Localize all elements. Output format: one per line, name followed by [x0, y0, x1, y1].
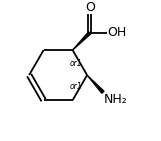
Text: or1: or1 — [70, 82, 83, 91]
Text: O: O — [85, 1, 95, 14]
Text: OH: OH — [108, 26, 127, 39]
Text: or1: or1 — [70, 59, 83, 68]
Polygon shape — [87, 75, 104, 93]
Text: NH₂: NH₂ — [104, 93, 127, 106]
Polygon shape — [73, 32, 91, 50]
